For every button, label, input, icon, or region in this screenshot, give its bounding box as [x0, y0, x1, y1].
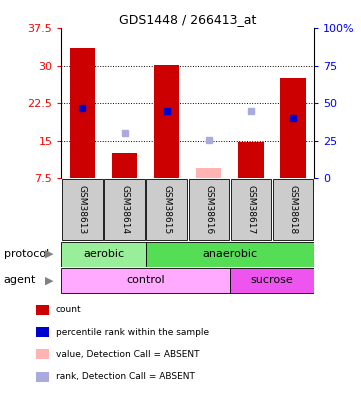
- Text: protocol: protocol: [4, 249, 49, 259]
- Bar: [70, 48, 95, 178]
- Text: GSM38615: GSM38615: [162, 185, 171, 234]
- Text: value, Detection Call = ABSENT: value, Detection Call = ABSENT: [56, 350, 200, 359]
- Text: agent: agent: [4, 275, 36, 286]
- Text: anaerobic: anaerobic: [202, 249, 257, 259]
- Text: rank, Detection Call = ABSENT: rank, Detection Call = ABSENT: [56, 372, 195, 381]
- Text: GSM38613: GSM38613: [78, 185, 87, 234]
- Bar: [280, 78, 306, 178]
- Bar: [104, 179, 145, 240]
- Text: GSM38618: GSM38618: [288, 185, 297, 234]
- Title: GDS1448 / 266413_at: GDS1448 / 266413_at: [119, 13, 256, 26]
- Bar: [273, 179, 313, 240]
- Text: ▶: ▶: [44, 249, 53, 259]
- Bar: [154, 65, 179, 178]
- Bar: [62, 179, 103, 240]
- Bar: [145, 241, 314, 267]
- Text: percentile rank within the sample: percentile rank within the sample: [56, 328, 209, 337]
- Text: count: count: [56, 305, 82, 314]
- Text: ▶: ▶: [44, 275, 53, 286]
- Text: GSM38614: GSM38614: [120, 185, 129, 234]
- Bar: [61, 268, 230, 293]
- Bar: [112, 153, 137, 178]
- Text: aerobic: aerobic: [83, 249, 124, 259]
- Bar: [188, 179, 229, 240]
- Text: GSM38616: GSM38616: [204, 185, 213, 234]
- Text: control: control: [126, 275, 165, 286]
- Bar: [231, 179, 271, 240]
- Text: GSM38617: GSM38617: [247, 185, 255, 234]
- Bar: [196, 168, 221, 178]
- Bar: [230, 268, 314, 293]
- Text: sucrose: sucrose: [251, 275, 293, 286]
- Bar: [147, 179, 187, 240]
- Bar: [61, 241, 145, 267]
- Bar: [238, 142, 264, 178]
